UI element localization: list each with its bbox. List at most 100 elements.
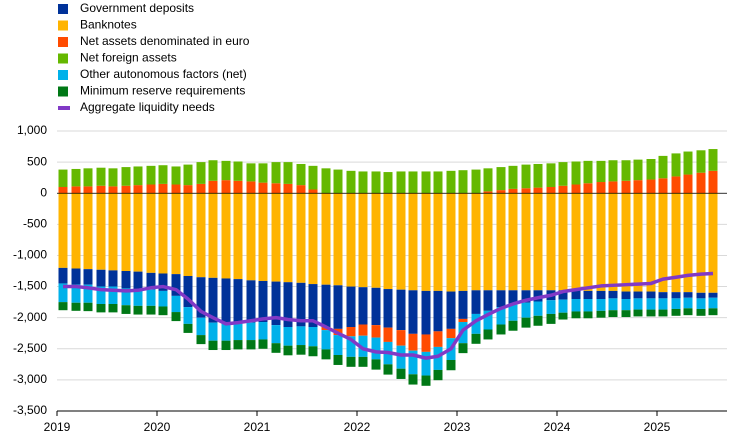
bar-segment [408,290,418,334]
bar-segment [121,271,131,289]
bar-segment [196,335,206,345]
bar-segment [271,343,281,353]
bar-segment [83,168,93,187]
bar-segment [433,290,443,332]
bar-segment [646,179,656,194]
bar-segment [308,346,318,357]
bar-segment [346,327,356,337]
bar-segment [96,303,106,313]
bar-segment [408,333,418,351]
bar-segment [608,310,618,318]
bar-segment [421,334,431,352]
bar-segment [571,193,581,291]
y-tick-label: -2,000 [13,310,47,324]
bar-segment [458,318,468,323]
bar-segment [358,356,368,367]
bar-segment [246,280,256,323]
bar-segment [321,168,331,194]
bar-segment [321,330,331,350]
bar-segment [396,193,406,290]
bar-segment [496,193,506,291]
bar-segment [658,298,668,310]
bar-segment [58,169,68,187]
bar-segment [708,193,718,293]
bar-segment [296,345,306,355]
bar-segment [283,193,293,283]
x-tick-label: 2020 [144,420,171,434]
bar-segment [308,284,318,327]
bar-segment [333,193,343,286]
bar-segment [158,306,168,316]
bar-segment [383,289,393,328]
bar-segment [521,317,531,328]
y-tick-label: -1,500 [13,279,47,293]
bar-segment [158,193,168,274]
x-tick-label: 2021 [244,420,271,434]
bar-segment [608,290,618,299]
bar-segment [446,193,456,292]
bar-segment [133,271,143,290]
bar-segment [696,172,706,194]
bar-segment [108,168,118,187]
bar-segment [683,174,693,194]
bar-segment [333,355,343,365]
bar-segment [646,309,656,317]
bar-segment [333,335,343,355]
bar-segment [558,299,568,313]
bar-segment [358,335,368,357]
y-tick-label: -1,000 [13,248,47,262]
bar-segment [133,166,143,186]
bar-segment [571,161,581,185]
bar-segment [383,364,393,375]
bar-segment [271,281,281,326]
bar-segment [558,185,568,194]
bar-segment [258,193,268,281]
bar-segment [521,193,531,291]
bar-segment [533,301,543,316]
bar-segment [558,290,568,300]
bar-segment [621,193,631,292]
bar-segment [583,299,593,312]
bar-segment [446,291,456,329]
bar-segment [58,267,68,284]
bar-segment [183,185,193,194]
x-tick-label: 2025 [644,420,671,434]
bar-segment [421,193,431,291]
bar-segment [346,356,356,367]
bar-segment [108,286,118,304]
bar-segment [171,274,181,296]
bar-segment [671,153,681,177]
legend-swatch [58,86,68,97]
bar-segment [671,298,681,309]
bar-segment [108,270,118,287]
bar-segment [346,286,356,327]
bar-segment [596,290,606,299]
bar-segment [433,369,443,381]
bar-segment [196,277,206,318]
bar-segment [296,163,306,186]
y-tick-label: -3,000 [13,372,47,386]
bar-segment [321,284,331,327]
bar-segment [108,186,118,194]
bar-segment [221,160,231,181]
bar-segment [308,193,318,285]
bar-segment [83,269,93,285]
bar-segment [146,289,156,306]
bar-segment [283,183,293,194]
bar-segment [371,359,381,370]
y-tick-label: -3,500 [13,403,47,417]
bar-segment [533,187,543,194]
bar-segment [171,166,181,185]
bar-segment [521,188,531,194]
bar-segment [708,292,718,298]
bar-segment [121,185,131,194]
bar-segment [208,322,218,341]
bar-segment [658,155,668,179]
bar-segment [483,191,493,194]
bar-segment [371,287,381,326]
bar-segment [596,310,606,318]
bar-segment [583,311,593,319]
bar-segment [358,193,368,288]
bar-segment [221,180,231,194]
bar-segment [208,277,218,323]
